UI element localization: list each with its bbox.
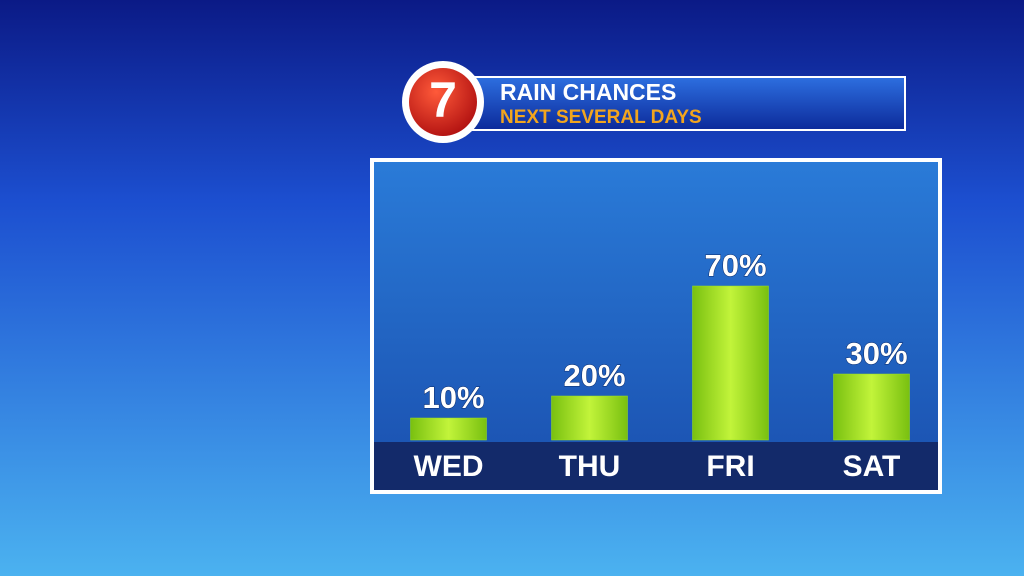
value-label: 70%: [704, 248, 766, 283]
logo-disc: [409, 68, 477, 136]
x-tick-label: WED: [414, 450, 484, 483]
x-tick-label: THU: [559, 450, 621, 483]
bar: [410, 417, 487, 441]
category-band: [374, 442, 938, 490]
value-label: 30%: [845, 336, 907, 371]
x-tick-label: SAT: [843, 450, 901, 483]
chart-subtitle: NEXT SEVERAL DAYS: [500, 107, 702, 128]
value-label: 20%: [563, 358, 625, 393]
chart-title: RAIN CHANCES: [500, 79, 676, 105]
x-tick-label: FRI: [706, 450, 754, 483]
bar: [833, 373, 910, 441]
value-label: 10%: [422, 380, 484, 415]
bar: [692, 285, 769, 441]
bar: [551, 395, 628, 441]
logo-text: 7: [429, 72, 457, 128]
